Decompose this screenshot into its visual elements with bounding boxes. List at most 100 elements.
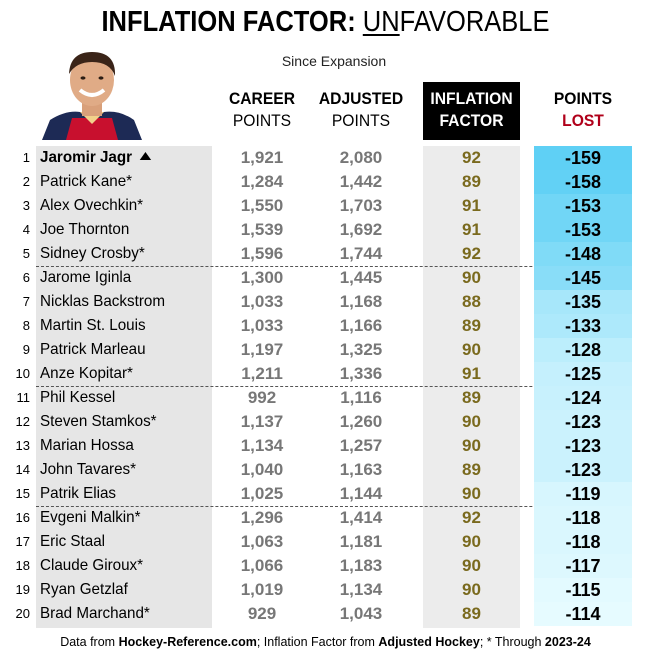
row-adjusted-points: 1,744	[339, 244, 383, 263]
row-career-points: 1,550	[240, 196, 284, 215]
row-player-name: Eric Staal	[40, 530, 203, 554]
row-rank: 14	[15, 462, 30, 477]
row-adjusted-points: 1,442	[339, 172, 383, 191]
row-rank: 12	[15, 414, 30, 429]
row-inflation-factor: 91	[462, 196, 481, 215]
row-rank: 7	[22, 294, 30, 309]
row-rank: 3	[22, 198, 30, 213]
row-player-name: John Tavares*	[40, 458, 203, 482]
header-inflation-line1: INFLATION	[430, 89, 513, 108]
row-career-points: 1,596	[240, 244, 284, 263]
header-career-points: CAREER POINTS	[216, 88, 308, 140]
header-career-line1: CAREER	[228, 89, 296, 108]
player-name-text: Evgeni Malkin*	[40, 509, 141, 526]
row-career-points: 1,134	[240, 436, 284, 455]
footer-text-1: Data from	[60, 635, 119, 649]
row-player-name: Steven Stamkos*	[40, 410, 203, 434]
header-lost-line1: POINTS	[553, 89, 613, 108]
row-adjusted-points: 1,134	[339, 580, 383, 599]
row-inflation-factor: 92	[462, 244, 481, 263]
player-name-text: Patrik Elias	[40, 485, 117, 502]
player-name-text: Sidney Crosby*	[40, 245, 145, 262]
row-rank: 16	[15, 510, 30, 525]
player-name-text: Phil Kessel	[40, 389, 116, 406]
title-bold: INFLATION FACTOR:	[101, 6, 363, 38]
row-points-lost: -115	[534, 578, 632, 602]
row-career-points: 1,284	[240, 172, 284, 191]
row-inflation-factor: 92	[462, 148, 481, 167]
row-career-points: 1,019	[240, 580, 284, 599]
row-points-lost: -135	[534, 290, 632, 314]
row-career-points: 1,197	[240, 340, 284, 359]
row-career-points: 1,539	[240, 220, 284, 239]
row-inflation-factor: 90	[462, 484, 481, 503]
row-points-lost: -133	[534, 314, 632, 338]
row-player-name: Jaromir Jagr	[40, 146, 203, 170]
row-adjusted-points: 1,168	[339, 292, 383, 311]
row-player-name: Alex Ovechkin*	[40, 194, 203, 218]
row-career-points: 1,137	[240, 412, 284, 431]
table-row: 15 Patrik Elias 1,025 1,144 90 -119	[0, 482, 651, 506]
row-inflation-factor: 92	[462, 508, 481, 527]
row-career-points: 1,063	[240, 532, 284, 551]
footer-source-1: Hockey-Reference.com	[118, 635, 257, 649]
row-player-name: Jarome Iginla	[40, 266, 203, 290]
row-inflation-factor: 90	[462, 268, 481, 287]
row-player-name: Evgeni Malkin*	[40, 506, 203, 530]
row-player-name: Ryan Getzlaf	[40, 578, 203, 602]
table-row: 1 Jaromir Jagr 1,921 2,080 92 -159	[0, 146, 651, 170]
player-name-text: Anze Kopitar*	[40, 365, 133, 382]
row-inflation-factor: 90	[462, 340, 481, 359]
row-adjusted-points: 1,257	[339, 436, 383, 455]
table-row: 17 Eric Staal 1,063 1,181 90 -118	[0, 530, 651, 554]
row-career-points: 1,033	[240, 292, 284, 311]
row-inflation-factor: 90	[462, 556, 481, 575]
row-career-points: 1,300	[240, 268, 284, 287]
row-rank: 17	[15, 534, 30, 549]
row-adjusted-points: 1,144	[339, 484, 383, 503]
header-adjusted-line2: POINTS	[331, 111, 391, 130]
row-rank: 2	[22, 174, 30, 189]
row-points-lost: -148	[534, 242, 632, 266]
row-points-lost: -153	[534, 218, 632, 242]
row-career-points: 1,211	[241, 364, 283, 383]
row-inflation-factor: 89	[462, 172, 481, 191]
row-adjusted-points: 1,166	[339, 316, 383, 335]
player-name-text: Joe Thornton	[40, 221, 130, 238]
row-adjusted-points: 1,336	[339, 364, 383, 383]
row-rank: 19	[15, 582, 30, 597]
title-underlined: UN	[362, 6, 400, 38]
row-inflation-factor: 89	[462, 604, 481, 623]
row-adjusted-points: 1,414	[339, 508, 383, 527]
row-player-name: Claude Giroux*	[40, 554, 203, 578]
chart-title: INFLATION FACTOR: UNFAVORABLE	[39, 4, 612, 40]
row-adjusted-points: 1,703	[339, 196, 383, 215]
row-points-lost: -123	[534, 434, 632, 458]
player-name-text: Brad Marchand*	[40, 605, 150, 622]
player-name-text: Patrick Marleau	[40, 341, 146, 358]
table-row: 12 Steven Stamkos* 1,137 1,260 90 -123	[0, 410, 651, 434]
row-rank: 18	[15, 558, 30, 573]
row-rank: 1	[22, 150, 30, 165]
footer-text-3: ; * Through	[479, 635, 545, 649]
row-inflation-factor: 90	[462, 412, 481, 431]
row-inflation-factor: 89	[462, 316, 481, 335]
row-adjusted-points: 1,116	[340, 388, 382, 407]
table-row: 16 Evgeni Malkin* 1,296 1,414 92 -118	[0, 506, 651, 530]
name-column-band	[36, 146, 212, 628]
row-player-name: Joe Thornton	[40, 218, 203, 242]
table-row: 7 Nicklas Backstrom 1,033 1,168 88 -135	[0, 290, 651, 314]
row-rank: 9	[22, 342, 30, 357]
header-points-lost: POINTS LOST	[538, 88, 628, 140]
row-player-name: Brad Marchand*	[40, 602, 203, 626]
row-rank: 20	[15, 606, 30, 621]
row-points-lost: -123	[534, 458, 632, 482]
table-row: 13 Marian Hossa 1,134 1,257 90 -123	[0, 434, 651, 458]
row-points-lost: -159	[534, 146, 632, 170]
player-name-text: Nicklas Backstrom	[40, 293, 165, 310]
row-player-name: Patrik Elias	[40, 482, 203, 506]
row-adjusted-points: 1,163	[339, 460, 383, 479]
row-career-points: 1,033	[240, 316, 284, 335]
table-row: 20 Brad Marchand* 929 1,043 89 -114	[0, 602, 651, 626]
row-career-points: 1,921	[240, 148, 284, 167]
